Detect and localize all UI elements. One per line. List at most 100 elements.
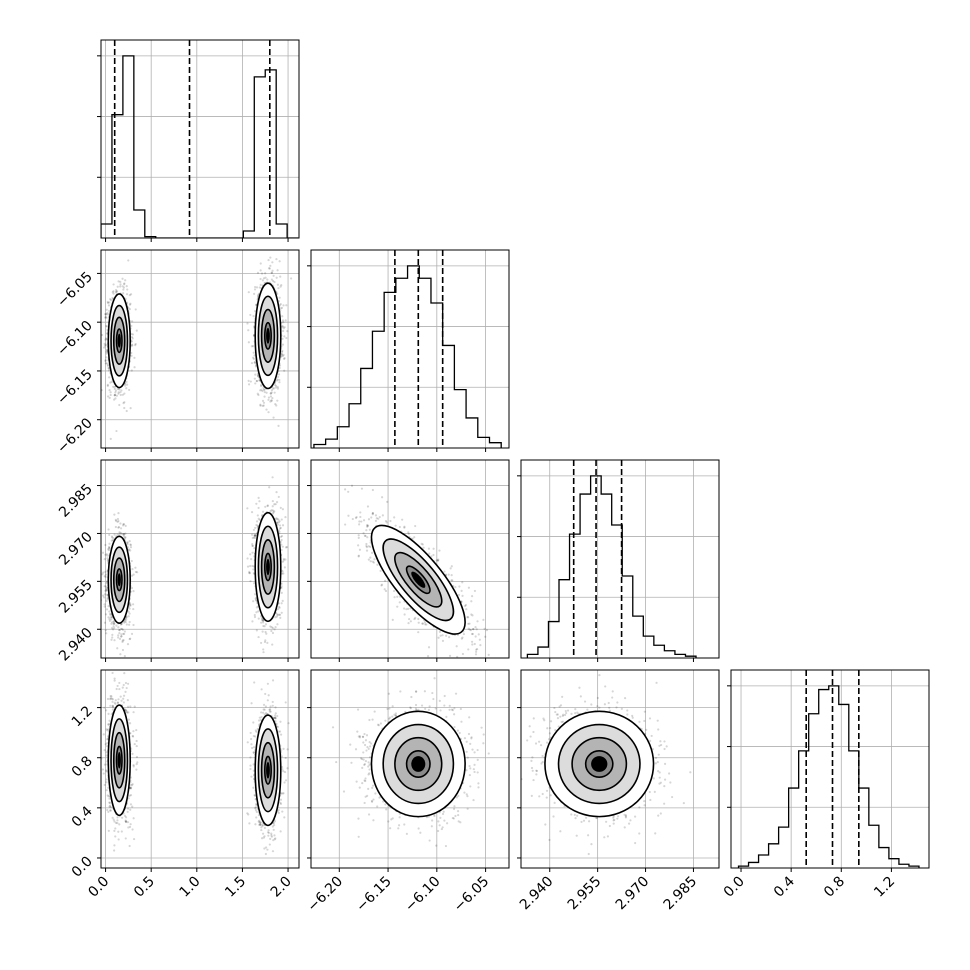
- scatter-point: [120, 532, 123, 535]
- scatter-point: [283, 326, 286, 329]
- scatter-point: [106, 364, 109, 367]
- scatter-point: [277, 529, 281, 532]
- scatter-point: [264, 639, 267, 642]
- scatter-point: [108, 542, 111, 545]
- scatter-point: [118, 531, 121, 534]
- scatter-point: [131, 333, 135, 336]
- scatter-point: [107, 313, 110, 316]
- scatter-point: [259, 283, 262, 286]
- scatter-point: [123, 523, 126, 526]
- scatter-point: [128, 388, 131, 392]
- scatter-point: [246, 322, 249, 325]
- panel-2-2: [517, 459, 720, 662]
- scatter-point: [114, 393, 117, 397]
- scatter-point: [276, 399, 279, 402]
- scatter-point: [106, 395, 110, 398]
- scatter-point: [254, 373, 257, 376]
- scatter-point: [104, 337, 108, 340]
- scatter-point: [104, 613, 108, 616]
- scatter-point: [110, 621, 114, 624]
- scatter-point: [105, 348, 108, 352]
- scatter-point: [259, 262, 262, 265]
- scatter-point: [104, 573, 108, 576]
- scatter-point: [128, 548, 131, 551]
- scatter-point: [250, 511, 254, 514]
- scatter-point: [129, 603, 132, 606]
- scatter-point: [270, 399, 273, 402]
- scatter-point: [116, 533, 119, 536]
- scatter-point: [282, 321, 285, 324]
- scatter-point: [113, 639, 116, 642]
- scatter-point: [286, 330, 289, 333]
- scatter-point: [108, 610, 111, 613]
- scatter-point: [101, 573, 104, 576]
- scatter-point: [133, 366, 136, 369]
- scatter-point: [279, 285, 282, 288]
- scatter-point: [105, 589, 108, 592]
- scatter-point: [106, 593, 109, 596]
- scatter-point: [121, 640, 124, 643]
- scatter-point: [278, 613, 282, 616]
- scatter-point: [134, 566, 137, 569]
- scatter-point: [124, 619, 127, 622]
- scatter-point: [108, 376, 111, 379]
- scatter-point: [114, 389, 118, 392]
- scatter-point: [118, 403, 121, 407]
- scatter-point: [256, 374, 260, 377]
- scatter-point: [267, 267, 271, 270]
- scatter-point: [267, 398, 270, 401]
- scatter-point: [101, 333, 104, 337]
- scatter-point: [252, 536, 256, 539]
- scatter-point: [264, 505, 267, 508]
- scatter-point: [125, 380, 128, 383]
- scatter-point: [255, 379, 258, 383]
- scatter-point: [122, 535, 126, 538]
- scatter-point: [115, 290, 119, 293]
- scatter-point: [261, 399, 265, 402]
- scatter-point: [257, 393, 260, 397]
- scatter-point: [265, 408, 268, 411]
- scatter-point: [118, 388, 121, 391]
- scatter-point: [104, 629, 107, 632]
- scatter-point: [126, 541, 129, 544]
- scatter-point: [281, 349, 284, 352]
- scatter-point: [105, 313, 108, 316]
- scatter-point: [126, 288, 129, 291]
- scatter-point: [106, 300, 109, 304]
- scatter-point: [108, 533, 111, 537]
- scatter-point: [253, 288, 257, 291]
- scatter-point: [250, 361, 254, 365]
- scatter-point: [253, 361, 256, 364]
- scatter-point: [271, 509, 275, 512]
- scatter-point: [273, 391, 276, 394]
- scatter-point: [101, 551, 105, 554]
- scatter-point: [281, 315, 284, 318]
- scatter-point: [272, 279, 275, 283]
- scatter-point: [278, 260, 281, 263]
- scatter-point: [131, 320, 134, 323]
- scatter-point: [130, 340, 133, 343]
- scatter-point: [252, 351, 255, 354]
- scatter-point: [104, 315, 107, 319]
- scatter-point: [128, 623, 131, 626]
- scatter-point: [127, 615, 130, 618]
- scatter-point: [118, 637, 122, 640]
- scatter-point: [269, 392, 273, 395]
- y-tick-label: −6.15: [54, 366, 96, 408]
- scatter-point: [126, 383, 129, 386]
- scatter-point: [261, 279, 264, 282]
- scatter-point: [105, 356, 108, 359]
- scatter-point: [253, 292, 256, 296]
- scatter-point: [106, 311, 109, 314]
- scatter-point: [271, 387, 274, 390]
- scatter-point: [259, 389, 262, 392]
- scatter-point: [115, 624, 118, 627]
- scatter-point: [123, 401, 126, 404]
- scatter-point: [119, 280, 122, 283]
- scatter-point: [122, 532, 125, 536]
- scatter-point: [105, 553, 108, 556]
- scatter-point: [275, 384, 278, 387]
- scatter-point: [113, 386, 116, 389]
- scatter-point: [105, 586, 108, 589]
- scatter-point: [282, 329, 285, 333]
